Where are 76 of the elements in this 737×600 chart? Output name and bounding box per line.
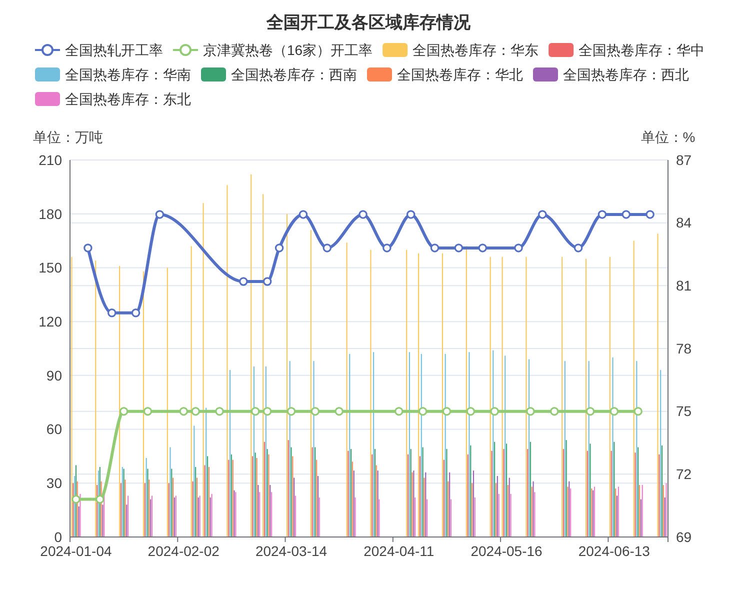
- point: [286, 406, 296, 416]
- point: [598, 210, 607, 219]
- point: [298, 210, 308, 219]
- legend-label: 全国热卷库存：西南: [231, 66, 357, 82]
- point: [310, 406, 320, 416]
- x-tick-label: 2024-04-11: [364, 543, 434, 559]
- y-axis-title: 单位：万吨: [33, 129, 103, 145]
- y2-tick-label: 81: [676, 278, 692, 294]
- y2-tick-label: 87: [676, 152, 692, 168]
- point: [478, 244, 487, 252]
- point: [550, 406, 559, 416]
- x-tick-label: 2024-03-14: [255, 543, 328, 559]
- x-tick-label: 2024-06-13: [578, 543, 650, 559]
- point: [622, 210, 631, 219]
- y2-tick-label: 84: [676, 214, 692, 231]
- legend-label: 全国热卷库存：西北: [563, 66, 689, 82]
- y-tick-label: 120: [38, 313, 62, 330]
- chart-title: 全国开工及各区域库存情况: [266, 13, 472, 32]
- legend-label: 全国热卷库存：华北: [397, 66, 523, 82]
- y-tick-label: 0: [54, 528, 62, 545]
- point: [155, 210, 164, 219]
- y-tick-label: 180: [38, 206, 62, 222]
- y2-axis-title: 单位：%: [640, 129, 696, 145]
- point: [586, 406, 595, 416]
- y2-tick-label: 72: [676, 466, 692, 482]
- point: [610, 406, 619, 416]
- legend-label: 全国热卷库存：东北: [65, 90, 191, 107]
- point: [406, 210, 416, 219]
- point: [334, 406, 344, 416]
- point: [107, 308, 116, 318]
- legend-label: 全国热轧开工率: [65, 42, 163, 58]
- y2-tick-label: 69: [676, 528, 692, 545]
- y-tick-label: 210: [38, 152, 62, 168]
- point: [382, 244, 392, 252]
- legend-label: 京津冀热卷（16家）开工率: [203, 42, 373, 58]
- point: [131, 308, 140, 318]
- point: [442, 406, 452, 416]
- point: [538, 210, 547, 219]
- x-tick-label: 2024-05-16: [470, 543, 543, 559]
- y2-tick-label: 78: [676, 340, 692, 356]
- point: [418, 406, 428, 416]
- legend-label: 全国热卷库存：华中: [578, 42, 705, 58]
- point: [322, 244, 332, 252]
- point: [634, 406, 642, 416]
- y-tick-label: 150: [38, 260, 62, 276]
- point: [119, 406, 128, 416]
- point: [179, 406, 188, 416]
- legend-label: 全国热卷库存：华南: [65, 66, 191, 82]
- point: [430, 244, 440, 252]
- point: [646, 210, 654, 219]
- point: [466, 406, 476, 416]
- point: [262, 406, 272, 416]
- point: [490, 406, 499, 416]
- y-tick-label: 30: [46, 475, 62, 492]
- point: [526, 406, 535, 416]
- y-tick-label: 90: [46, 367, 62, 384]
- legend-label: 全国热卷库存：华东: [412, 42, 539, 58]
- point: [239, 277, 248, 286]
- point: [215, 406, 224, 416]
- point: [84, 244, 92, 252]
- point: [72, 494, 80, 504]
- point: [358, 210, 368, 219]
- x-tick-label: 2024-01-04: [40, 543, 112, 559]
- point: [394, 406, 404, 416]
- point: [274, 244, 284, 252]
- point: [143, 406, 152, 416]
- x-tick-label: 2024-02-02: [148, 543, 220, 559]
- y2-tick-label: 75: [676, 403, 692, 420]
- point: [514, 244, 523, 252]
- point: [191, 406, 200, 416]
- point: [454, 244, 464, 252]
- point: [251, 406, 260, 416]
- y-tick-label: 60: [46, 421, 62, 438]
- point: [96, 494, 104, 504]
- point: [262, 277, 272, 286]
- point: [574, 244, 583, 252]
